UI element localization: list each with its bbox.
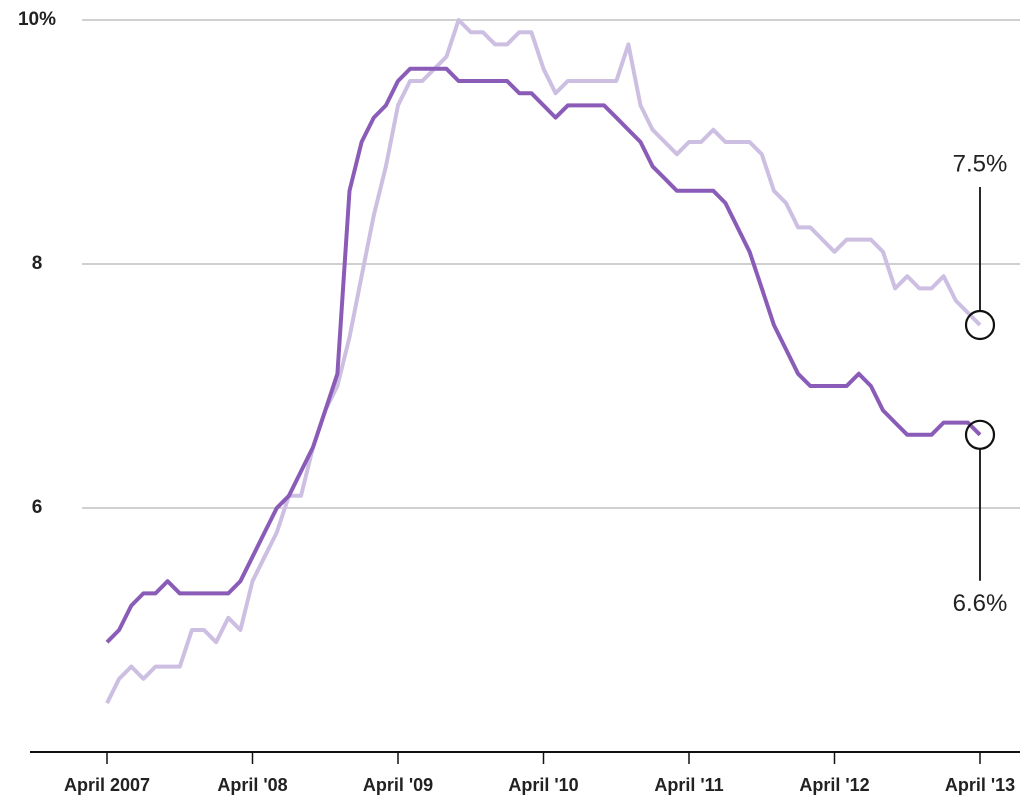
y-tick-label: 10% — [18, 9, 56, 30]
point-marker — [964, 419, 996, 450]
y-tick-label: 6 — [32, 497, 43, 518]
x-tick-label: April 2007 — [64, 775, 150, 795]
series-line — [105, 18, 982, 705]
x-tick-label: April '09 — [363, 775, 433, 795]
x-tick-label: April '10 — [508, 775, 578, 795]
point-marker — [964, 309, 996, 341]
value-label: 7.5% — [953, 150, 1008, 177]
x-tick-label: April '08 — [217, 775, 287, 795]
x-tick-label: April '12 — [799, 775, 869, 795]
x-tick-label: April '11 — [654, 775, 723, 795]
x-tick-label: April '13 — [945, 775, 1015, 795]
series-line — [105, 66, 982, 644]
value-label: 6.6% — [953, 590, 1008, 617]
y-tick-label: 8 — [32, 253, 43, 274]
